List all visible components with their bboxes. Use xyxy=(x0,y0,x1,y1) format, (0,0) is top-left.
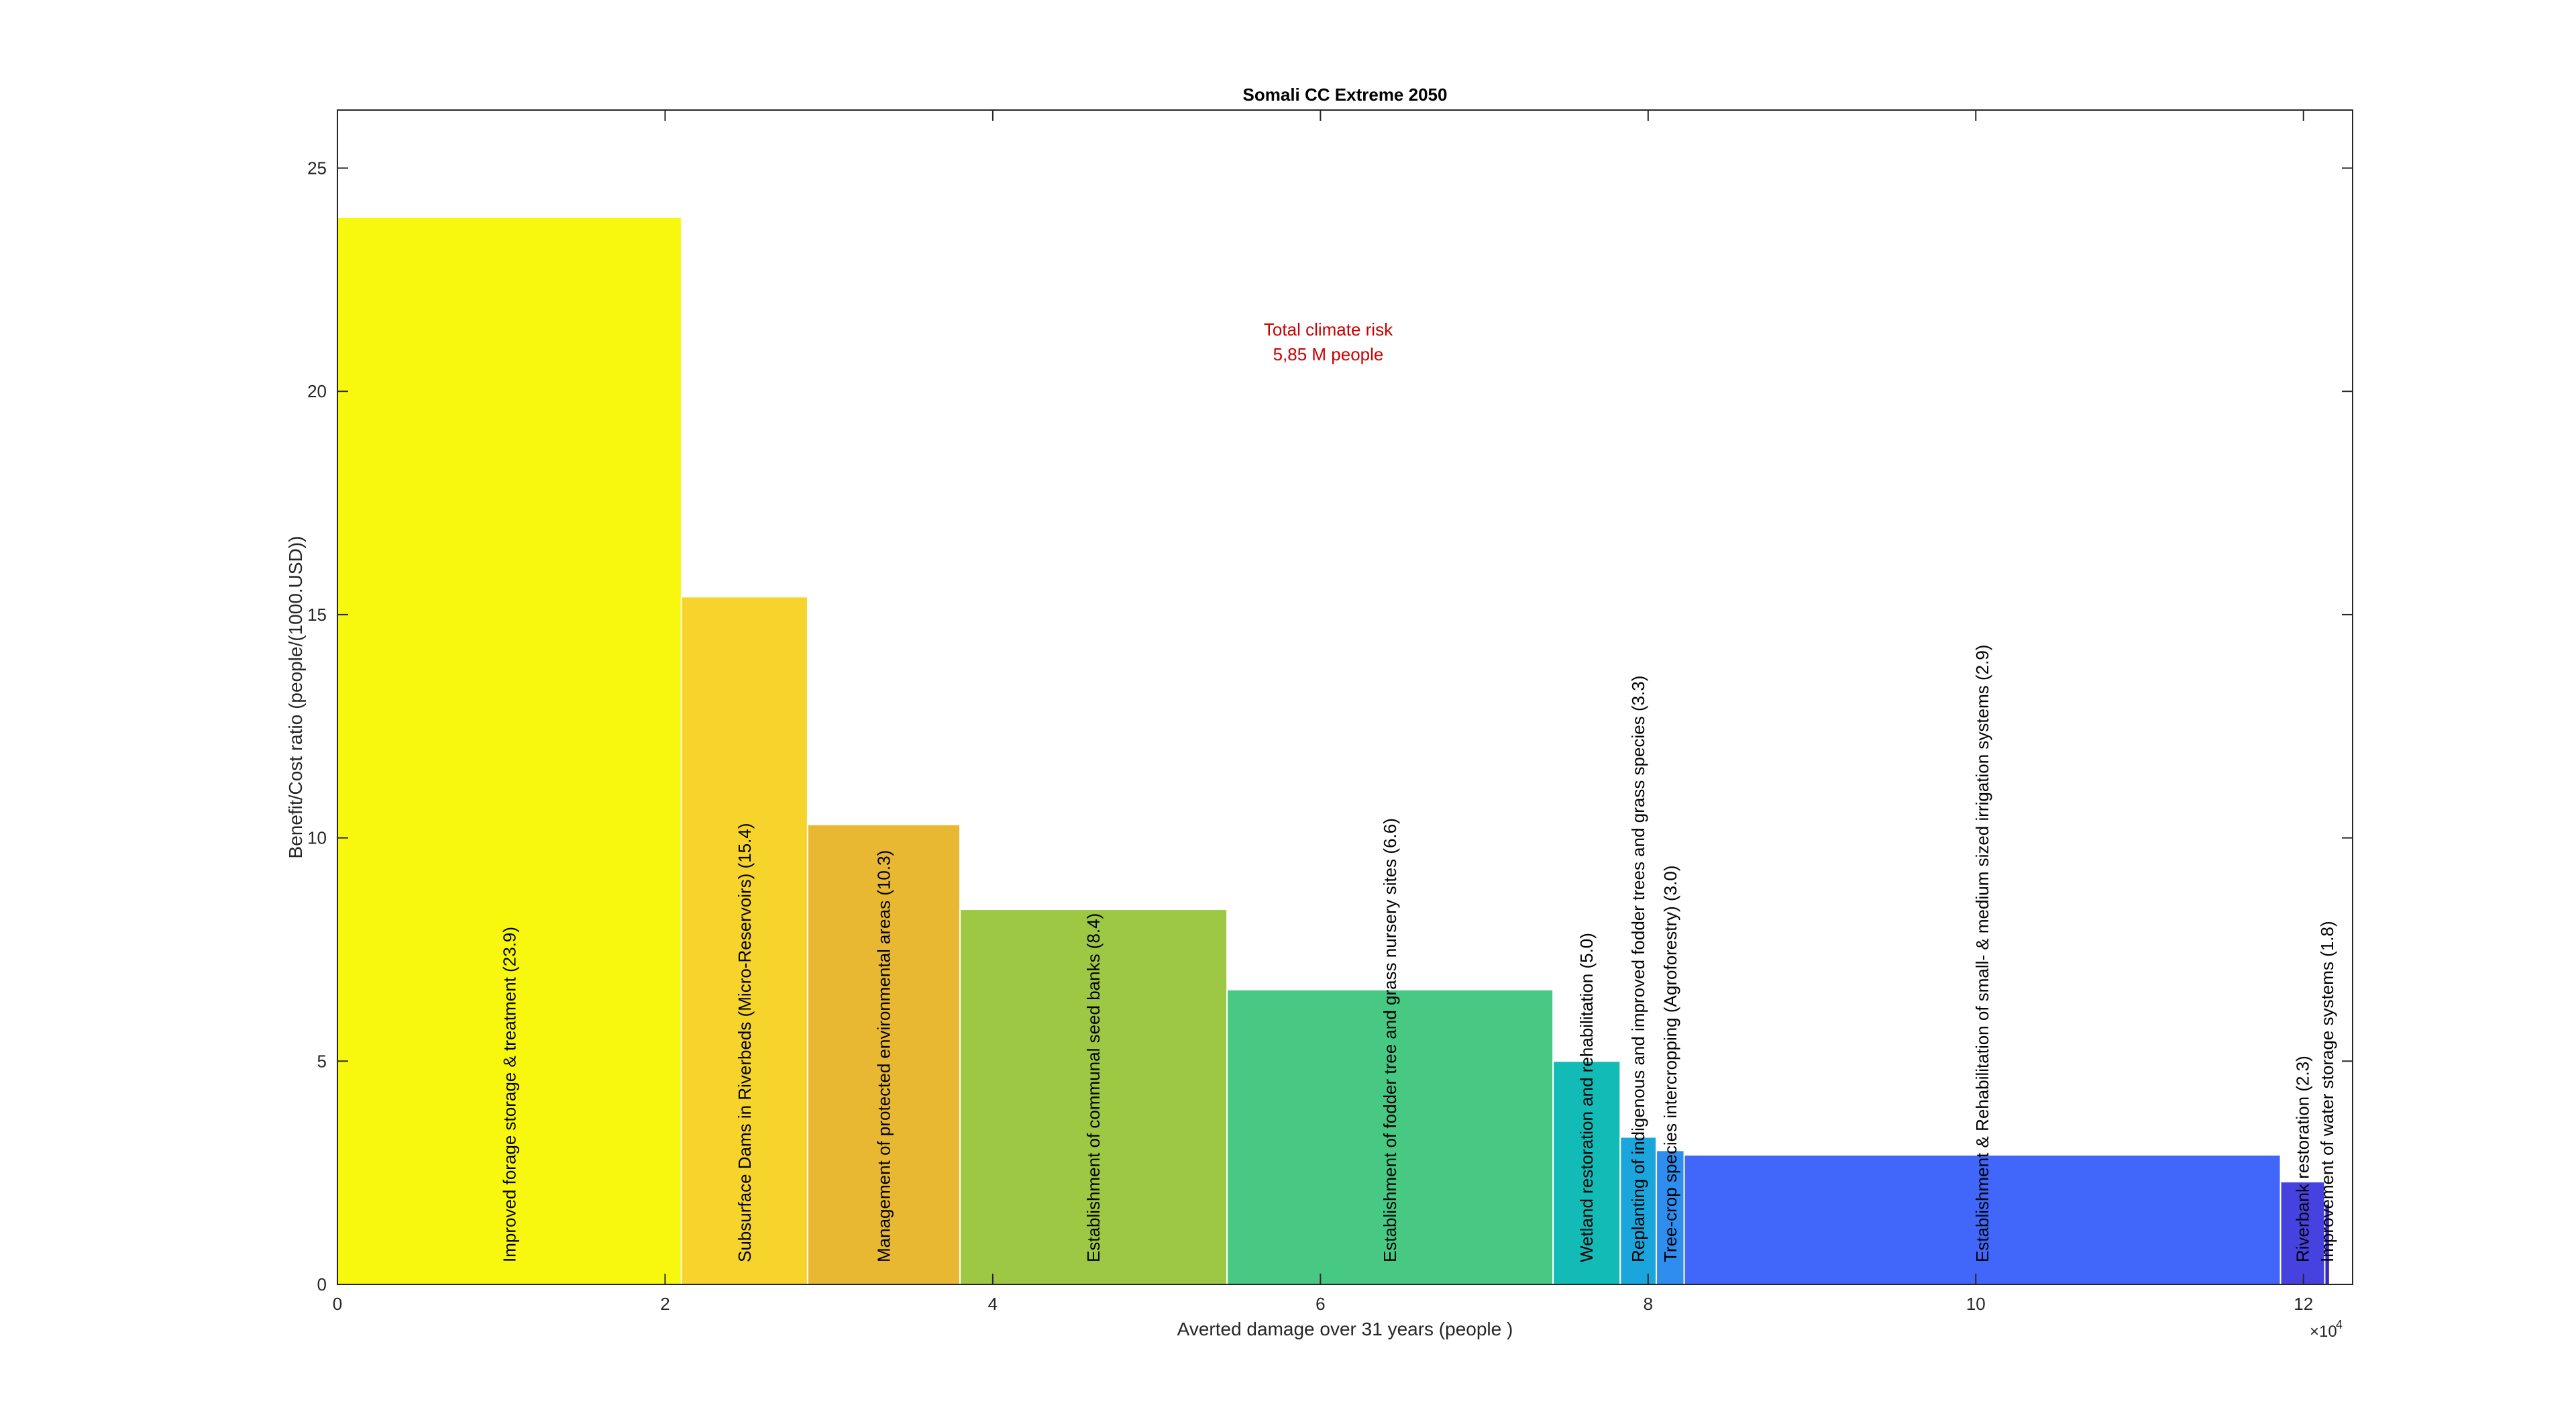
bar-label-6: Wetland restoration and rehabilitation (… xyxy=(1576,933,1597,1262)
plot-area-frame xyxy=(337,109,2353,1285)
bar-label-8: Tree-crop species intercropping (Agrofor… xyxy=(1660,866,1680,1262)
bar-label-5: Establishment of fodder tree and grass n… xyxy=(1380,818,1400,1262)
y-tick-label-1: 5 xyxy=(317,1051,327,1071)
bar-label-1: Improved forage storage & treatment (23.… xyxy=(499,927,519,1262)
bar-6 xyxy=(1552,1060,1621,1286)
y-tick-label-2: 10 xyxy=(307,828,327,848)
bar-3 xyxy=(806,823,961,1285)
x-tick-label-2: 4 xyxy=(988,1294,998,1314)
bar-label-11: Improvement of water storage systems (1.… xyxy=(2317,921,2337,1262)
bar-label-2: Subsurface Dams in Riverbeds (Micro-Rese… xyxy=(735,823,755,1262)
x-tick-label-1: 2 xyxy=(660,1294,669,1314)
y-tick-label-0: 0 xyxy=(317,1274,327,1294)
bar-2 xyxy=(680,596,808,1285)
bar-1 xyxy=(337,216,682,1286)
bar-labels-layer: Improved forage storage & treatment (23.… xyxy=(499,645,2337,1262)
bar-5 xyxy=(1226,988,1554,1286)
annotation-line-1: Total climate risk xyxy=(1264,319,1393,340)
annotation-line-2: 5,85 M people xyxy=(1273,344,1384,364)
x-exponent-base: ×10 xyxy=(2310,1323,2337,1341)
y-axis-label: Benefit/Cost ratio (people/(1000.USD)) xyxy=(285,536,306,859)
bar-label-4: Establishment of communal seed banks (8.… xyxy=(1083,913,1104,1262)
x-tick-label-0: 0 xyxy=(333,1294,342,1314)
x-tick-label-6: 12 xyxy=(2294,1294,2313,1314)
bar-label-9: Establishment & Rehabilitation of small-… xyxy=(1972,645,1992,1262)
chart-title: Somali CC Extreme 2050 xyxy=(1243,85,1448,105)
y-tick-label-4: 20 xyxy=(307,381,327,401)
bar-label-7: Replanting of indigenous and improved fo… xyxy=(1628,676,1648,1262)
ticks-layer: 0 2 4 6 8 10 12 0 5 10 15 20 25 xyxy=(307,110,2353,1314)
x-exponent-power: 4 xyxy=(2336,1318,2343,1331)
bars-layer xyxy=(337,216,2330,1286)
x-tick-label-3: 6 xyxy=(1316,1294,1325,1314)
x-tick-label-5: 10 xyxy=(1966,1294,1986,1314)
x-tick-label-4: 8 xyxy=(1644,1294,1653,1314)
bar-label-3: Management of protected environmental ar… xyxy=(873,850,894,1262)
x-axis-label: Averted damage over 31 years (people ) xyxy=(1177,1319,1513,1339)
bar-10 xyxy=(2279,1180,2326,1285)
bar-8 xyxy=(1656,1150,1685,1286)
bar-label-10: Riverbank restoration (2.3) xyxy=(2293,1056,2313,1262)
bar-4 xyxy=(959,909,1228,1286)
y-tick-label-3: 15 xyxy=(307,605,327,625)
y-tick-label-5: 25 xyxy=(307,158,327,178)
x-exponent-label: ×10 4 xyxy=(2310,1318,2343,1341)
total-climate-risk-annotation: Total climate risk 5,85 M people xyxy=(1264,319,1393,364)
